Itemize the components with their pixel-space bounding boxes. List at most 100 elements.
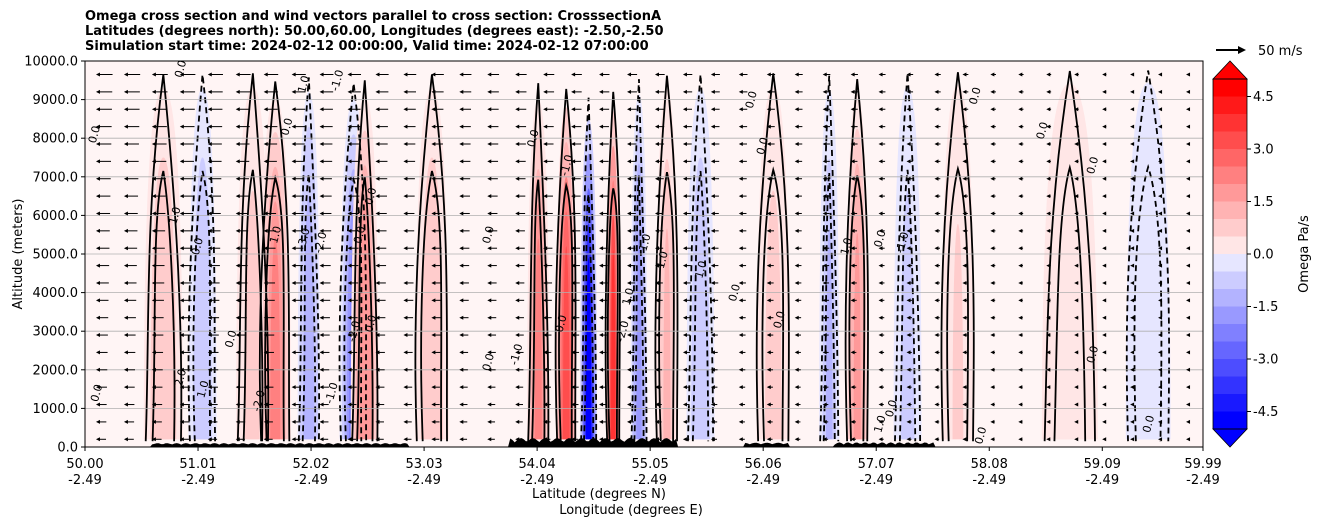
wind-vector-head-26-12 <box>822 228 827 233</box>
wind-vector-head-32-11 <box>990 246 995 251</box>
wind-vector-head-6-0 <box>263 437 268 442</box>
wind-vector-head-32-5 <box>990 350 995 355</box>
colorbar-tick-label-4: 1.5 <box>1253 195 1274 210</box>
wind-vector-head-3-21 <box>179 72 184 77</box>
wind-vector-head-15-14 <box>515 194 520 199</box>
wind-vector-head-35-8 <box>1074 298 1079 303</box>
wind-vector-head-17-20 <box>571 89 576 94</box>
wind-vector-head-20-16 <box>654 159 659 164</box>
wind-vector-head-32-10 <box>990 263 995 268</box>
wind-vector-head-25-13 <box>794 211 799 216</box>
wind-vector-head-33-12 <box>1018 228 1023 233</box>
wind-vector-head-10-9 <box>375 280 380 285</box>
contour-label-31: 0.0 <box>726 283 743 303</box>
wind-vector-head-15-3 <box>515 385 520 390</box>
colorbar-segment-10 <box>1213 236 1247 254</box>
contour-line-14-1 <box>691 170 710 442</box>
wind-vector-head-3-13 <box>179 211 184 216</box>
wind-vector-head-19-18 <box>627 124 632 129</box>
wind-vector-head-4-9 <box>207 280 212 285</box>
wind-vector-head-25-0 <box>794 437 799 442</box>
wind-vector-head-29-9 <box>906 280 911 285</box>
wind-vector-head-18-1 <box>599 419 604 424</box>
wind-vector-head-30-14 <box>934 194 939 199</box>
wind-vector-head-36-16 <box>1102 159 1107 164</box>
wind-vector-head-18-8 <box>599 298 604 303</box>
wind-vector-head-33-19 <box>1018 107 1023 112</box>
wind-vector-head-26-9 <box>822 280 827 285</box>
wind-vector-head-24-12 <box>766 228 771 233</box>
wind-vector-head-5-10 <box>235 263 240 268</box>
wind-vector-head-27-16 <box>850 159 855 164</box>
wind-vector-head-27-15 <box>850 176 855 181</box>
wind-vector-head-23-19 <box>738 107 743 112</box>
wind-vector-head-2-12 <box>151 228 156 233</box>
wind-vector-head-13-21 <box>459 72 464 77</box>
wind-vector-head-22-20 <box>710 89 715 94</box>
wind-vector-head-3-12 <box>179 228 184 233</box>
contour-label-3: 1.0 <box>166 205 183 225</box>
wind-vector-head-16-17 <box>543 141 548 146</box>
wind-vector-head-3-6 <box>179 333 184 338</box>
wind-vector-head-18-11 <box>599 246 604 251</box>
wind-vector-head-39-6 <box>1186 333 1191 338</box>
wind-vector-head-37-8 <box>1130 298 1135 303</box>
contour-line-10-1 <box>583 194 595 442</box>
contour-label-38: 0.0 <box>883 398 900 418</box>
wind-vector-head-17-4 <box>571 367 576 372</box>
wind-vector-head-14-21 <box>487 72 492 77</box>
wind-vector-head-29-11 <box>906 246 911 251</box>
wind-vector-head-13-11 <box>459 246 464 251</box>
wind-vector-head-7-11 <box>291 246 296 251</box>
x-tick-label-lat-9: 59.09 <box>1084 457 1121 472</box>
wind-vector-head-3-3 <box>179 385 184 390</box>
wind-vector-head-26-3 <box>822 385 827 390</box>
wind-vector-head-33-13 <box>1018 211 1023 216</box>
wind-vector-head-21-14 <box>682 194 687 199</box>
wind-vector-head-9-17 <box>347 141 352 146</box>
wind-vector-head-9-8 <box>347 298 352 303</box>
wind-vector-head-23-6 <box>738 333 743 338</box>
wind-vector-head-11-5 <box>403 350 408 355</box>
wind-vector-head-16-20 <box>543 89 548 94</box>
wind-vector-head-20-18 <box>654 124 659 129</box>
wind-vector-head-22-19 <box>710 107 715 112</box>
contour-label-5: 2.0 <box>172 368 189 388</box>
wind-vector-head-27-3 <box>850 385 855 390</box>
y-tick-label-5: 5000.0 <box>33 248 79 263</box>
wind-vector-head-0-8 <box>95 298 100 303</box>
wind-vector-head-37-2 <box>1130 402 1135 407</box>
wind-vector-head-39-21 <box>1186 72 1191 77</box>
wind-vector-head-1-17 <box>123 141 128 146</box>
wind-vector-head-23-0 <box>738 437 743 442</box>
wind-vector-head-3-18 <box>179 124 184 129</box>
wind-vector-head-22-7 <box>710 315 715 320</box>
omega-band-13-level-4 <box>663 228 671 440</box>
wind-vector-head-4-19 <box>207 107 212 112</box>
wind-vector-head-37-19 <box>1130 107 1135 112</box>
wind-vector-head-9-9 <box>347 280 352 285</box>
wind-vector-head-33-16 <box>1018 159 1023 164</box>
wind-vector-head-1-3 <box>123 385 128 390</box>
wind-vector-head-1-16 <box>123 159 128 164</box>
wind-vector-head-36-13 <box>1102 211 1107 216</box>
wind-vector-head-25-15 <box>794 176 799 181</box>
wind-vector-head-5-18 <box>235 124 240 129</box>
wind-vector-head-2-9 <box>151 280 156 285</box>
wind-vector-head-13-10 <box>459 263 464 268</box>
wind-vector-head-32-19 <box>990 107 995 112</box>
wind-vector-head-26-2 <box>822 402 827 407</box>
wind-vector-head-30-21 <box>934 72 939 77</box>
wind-vector-head-12-20 <box>431 89 436 94</box>
wind-vector-head-22-11 <box>710 246 715 251</box>
wind-vector-head-37-3 <box>1130 385 1135 390</box>
wind-vector-head-15-2 <box>515 402 520 407</box>
wind-vector-head-3-19 <box>179 107 184 112</box>
wind-vector-head-12-7 <box>431 315 436 320</box>
wind-vector-head-38-8 <box>1158 298 1163 303</box>
wind-vector-head-27-13 <box>850 211 855 216</box>
contour-label-layer: 0.00.00.01.00.02.01.00.0-2.01.0 -3.01.00.… <box>86 61 1157 446</box>
wind-vector-head-10-19 <box>375 107 380 112</box>
wind-vector-head-32-3 <box>990 385 995 390</box>
